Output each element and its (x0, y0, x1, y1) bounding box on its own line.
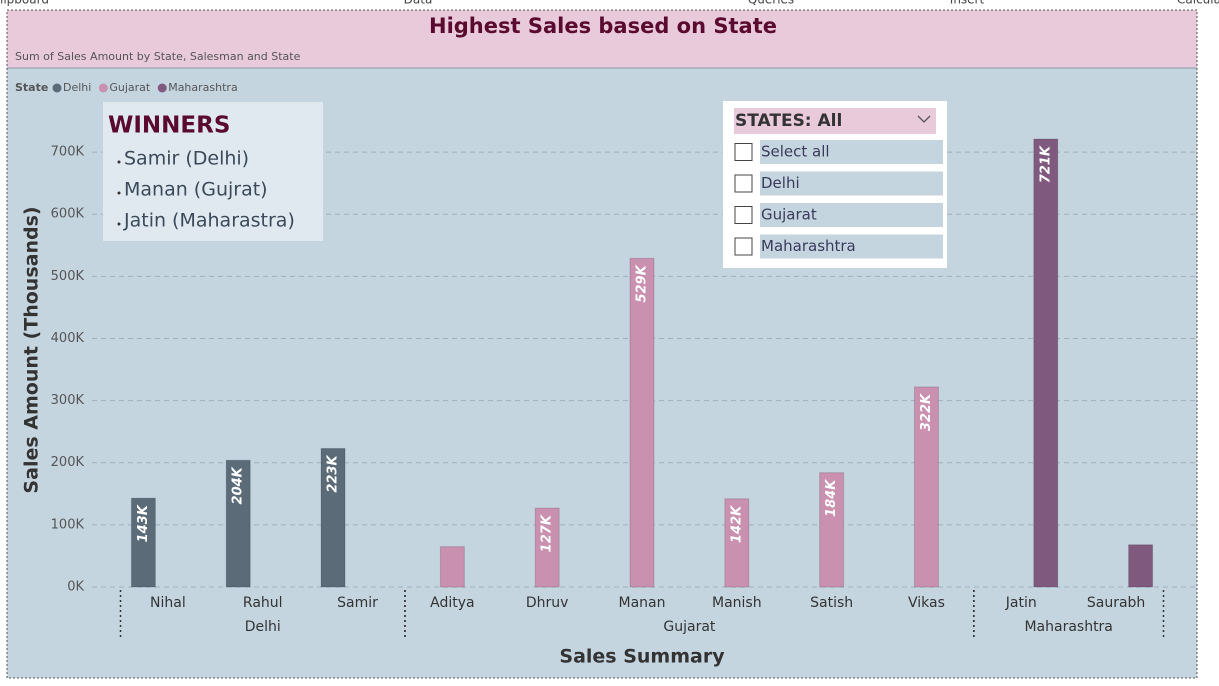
y-tick-label: 100K (51, 517, 85, 532)
x-tick-label: Aditya (430, 595, 474, 611)
checkbox[interactable] (734, 237, 753, 256)
bullet (117, 222, 121, 226)
data-label: 143K (136, 504, 151, 542)
group-label: Maharashtra (1024, 619, 1112, 635)
legend-label: Maharashtra (168, 81, 238, 94)
x-axis-title: Sales Summary (559, 646, 725, 668)
bullet (117, 160, 121, 164)
bar (1128, 544, 1154, 588)
annotation-item: Samir (Delhi) (124, 148, 249, 170)
data-label: 127K (540, 514, 555, 552)
annotation-box (103, 102, 323, 241)
frame (6, 9, 1198, 679)
data-label: 529K (635, 264, 650, 302)
slicer-item-bg[interactable] (760, 234, 943, 259)
bar (320, 447, 346, 588)
slicer-item-bg[interactable] (760, 203, 943, 227)
x-tick-label: Nihal (150, 595, 186, 611)
checkbox[interactable] (734, 143, 753, 161)
x-tick-label: Manish (712, 595, 762, 611)
slicer-item-bg[interactable] (760, 171, 943, 196)
data-label: 204K (231, 466, 246, 504)
bullet (117, 191, 121, 195)
slicer-item-label: Delhi (761, 174, 800, 192)
y-tick-label: 400K (51, 331, 85, 346)
legend-swatch (98, 83, 108, 93)
x-tick-label: Samir (337, 595, 378, 611)
chart-subtitle: Sum of Sales Amount by State, Salesman a… (15, 50, 301, 63)
bar (225, 459, 251, 588)
legend-swatch (52, 83, 62, 93)
ribbon-label: lipboard (0, 0, 49, 7)
x-tick-label: Manan (619, 595, 666, 611)
ribbon-label: Data (404, 0, 433, 7)
x-tick-label: Rahul (243, 595, 283, 611)
group-label: Delhi (245, 619, 281, 635)
slicer-item-label: Maharashtra (761, 237, 856, 255)
x-tick-label: Saurabh (1087, 595, 1145, 611)
y-tick-label: 700K (51, 145, 85, 160)
data-label: 223K (326, 455, 341, 493)
chart-title: Highest Sales based on State (429, 14, 777, 38)
slicer-item-bg[interactable] (760, 140, 943, 164)
y-tick-label: 600K (51, 207, 85, 222)
data-label: 322K (919, 393, 934, 431)
data-label: 142K (729, 505, 744, 543)
checkbox[interactable] (734, 206, 753, 224)
y-tick-label: 200K (51, 455, 85, 470)
slicer-header[interactable] (734, 108, 936, 134)
y-tick-label: 500K (51, 269, 85, 284)
bar (913, 386, 939, 588)
x-tick-label: Vikas (908, 595, 945, 611)
legend-title: State (15, 81, 48, 94)
y-tick-label: 0K (67, 580, 84, 595)
y-tick-label: 300K (51, 393, 85, 408)
slicer-item-label: Gujarat (761, 206, 817, 224)
data-label: 721K (1038, 145, 1053, 183)
ribbon-bar (0, 0, 1219, 9)
checkbox[interactable] (734, 174, 753, 193)
bar (1033, 138, 1059, 588)
annotation-title: WINNERS (108, 113, 230, 139)
slicer-items: Select all Delhi Gujarat Maharashtra (734, 140, 943, 259)
bar (130, 497, 156, 588)
slicer-header-text: STATES: All (735, 111, 842, 131)
legend-label: Delhi (63, 81, 91, 94)
x-tick-label: Satish (810, 595, 853, 611)
ribbon-label: Queries (748, 0, 794, 7)
x-tick-label: Dhruv (526, 595, 569, 611)
plot: 0K 100K 200K 300K 400K 500K 600K 700K Delhi Gujar… (51, 81, 1195, 638)
annotation-list: Samir (Delhi) Manan (Gujrat) Jatin (Mahara… (117, 148, 295, 232)
bar (629, 257, 655, 588)
title-band (7, 10, 1197, 68)
annotation-item: Manan (Gujrat) (124, 179, 268, 201)
data-label: 184K (824, 479, 839, 517)
legend-swatch (157, 83, 167, 93)
bar (534, 507, 560, 588)
dropdown-icon[interactable] (917, 115, 931, 123)
annotation-item: Jatin (Maharastra) (123, 210, 295, 232)
bar (439, 546, 465, 588)
y-axis-title: Sales Amount (Thousands) (21, 206, 43, 493)
bar (724, 498, 750, 588)
group-label: Gujarat (663, 619, 716, 635)
slicer-item-label: Select all (761, 143, 830, 161)
bar (819, 472, 845, 588)
ribbon-label: Insert (950, 0, 985, 7)
x-tick-label: Jatin (1005, 595, 1037, 611)
legend-label: Gujarat (109, 81, 151, 94)
ribbon-label: Calcula (1177, 0, 1219, 7)
